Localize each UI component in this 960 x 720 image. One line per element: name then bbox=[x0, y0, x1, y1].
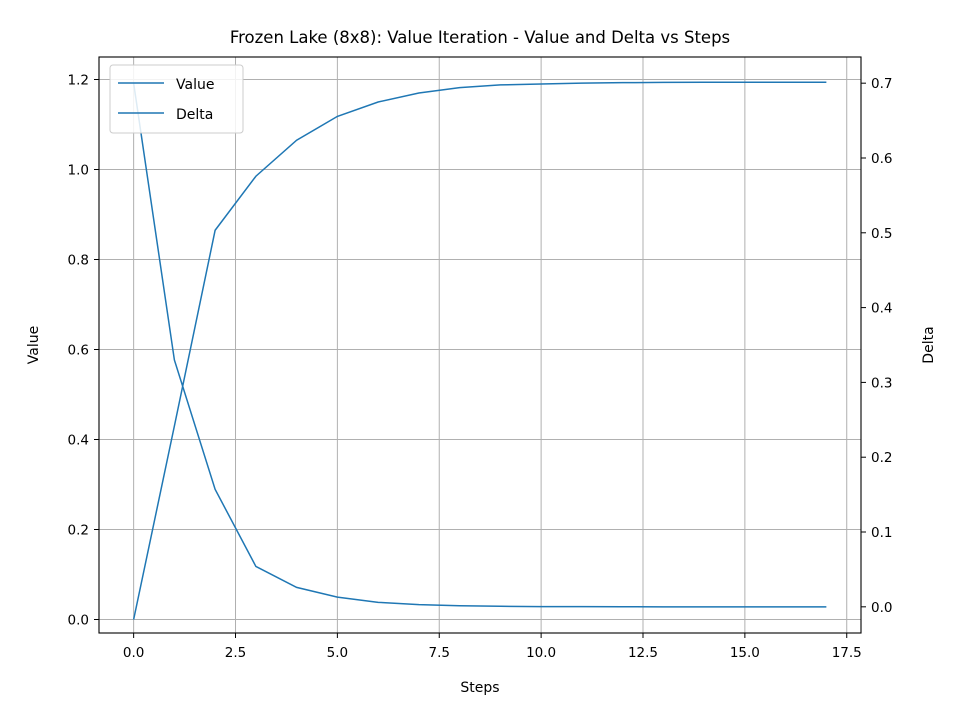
grid-lines bbox=[99, 57, 861, 633]
legend: Value Delta bbox=[109, 64, 244, 134]
x-tick-label: 15.0 bbox=[730, 645, 760, 661]
y-left-tick-label: 0.4 bbox=[68, 433, 89, 449]
y-right-tick-label: 0.5 bbox=[871, 226, 892, 242]
x-tick-label: 17.5 bbox=[832, 645, 862, 661]
x-tick-label: 7.5 bbox=[429, 645, 450, 661]
legend-label-delta: Delta bbox=[176, 107, 213, 123]
y-right-tick-label: 0.6 bbox=[871, 151, 892, 167]
y-left-tick-label: 1.0 bbox=[68, 163, 89, 179]
plot-frame bbox=[98, 56, 862, 634]
x-tick-label: 5.0 bbox=[327, 645, 348, 661]
x-tick-label: 0.0 bbox=[123, 645, 144, 661]
axis-ticks: 0.0 2.5 5.0 7.5 10.0 12.5 15.0 17.5 0.0 0.2 0.4 0.6… bbox=[68, 73, 893, 662]
x-axis-label: Steps bbox=[460, 680, 499, 696]
y-left-tick-label: 0.2 bbox=[68, 523, 89, 539]
chart-title: Frozen Lake (8x8): Value Iteration - Val… bbox=[230, 28, 730, 47]
legend-label-value: Value bbox=[176, 77, 214, 93]
plot-area bbox=[99, 57, 861, 633]
y-left-tick-label: 1.2 bbox=[68, 73, 89, 89]
y-right-tick-label: 0.0 bbox=[871, 600, 892, 616]
y-left-tick-label: 0.8 bbox=[68, 253, 89, 269]
y-right-tick-label: 0.4 bbox=[871, 301, 892, 317]
y-axis-label-right: Delta bbox=[921, 326, 937, 363]
series-line-value bbox=[132, 81, 827, 620]
y-right-tick-label: 0.3 bbox=[871, 375, 892, 391]
y-left-tick-label: 0.0 bbox=[68, 613, 89, 629]
x-tick-label: 2.5 bbox=[225, 645, 246, 661]
y-axis-label-left: Value bbox=[26, 326, 42, 364]
y-left-tick-label: 0.6 bbox=[68, 343, 89, 359]
x-tick-label: 10.0 bbox=[526, 645, 556, 661]
series-line-delta bbox=[132, 83, 827, 608]
x-tick-label: 12.5 bbox=[628, 645, 658, 661]
legend-box bbox=[109, 64, 244, 134]
y-right-tick-label: 0.1 bbox=[871, 525, 892, 541]
series-lines bbox=[132, 81, 827, 620]
y-right-tick-label: 0.7 bbox=[871, 76, 892, 92]
y-right-tick-label: 0.2 bbox=[871, 450, 892, 466]
